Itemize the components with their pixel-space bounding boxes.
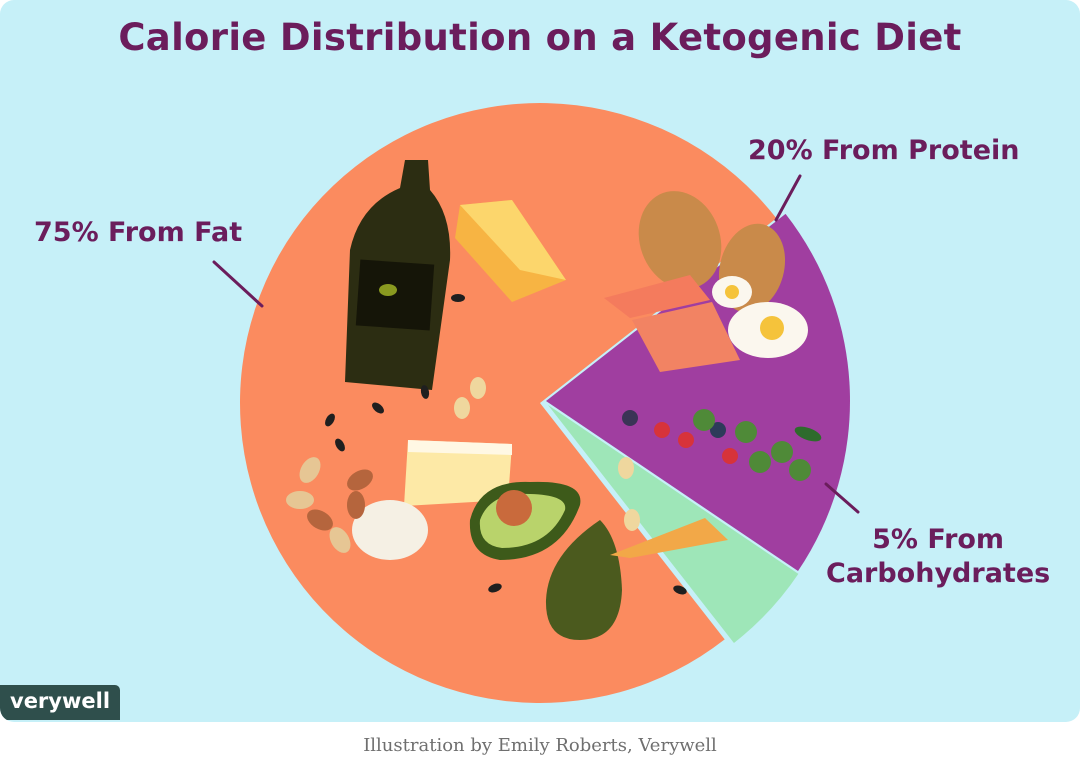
carbs-label-line-2: Carbohydrates [826,558,1051,589]
chart-title: Calorie Distribution on a Ketogenic Diet [118,16,962,59]
protein-leader-line [774,174,802,222]
cheddar-slice-icon [610,518,728,558]
sunflower-seed-icon [451,294,465,302]
berry-icon [710,422,726,438]
pistachio-icon [624,509,640,531]
sunflower-seed-icon [325,413,335,427]
fat-slice-label: 75% From Fat [34,217,243,248]
egg-yolk-icon [760,316,784,340]
sunflower-seed-icon [420,385,430,399]
sunflower-seed-icon [673,585,687,595]
olive-icon [379,284,397,296]
spinach-leaf-icon [794,426,822,442]
berry-icon [678,432,694,448]
egg-yolk-icon [725,285,739,299]
salmon-fillet-icon [604,275,710,318]
carbs-slice-label: 5% From Carbohydrates [826,523,1050,591]
protein-slice-label: 20% From Protein [748,135,1020,166]
nut-icon [299,457,321,483]
chicken-thigh-icon [638,191,722,289]
pistachio-icon [618,457,634,479]
pie-chart [212,103,860,704]
berry-icon [654,422,670,438]
carbs-label-line-1: 5% From [872,524,1005,555]
infographic-panel: Calorie Distribution on a Ketogenic Diet… [0,0,1080,722]
pistachio-icon [454,397,470,419]
berry-icon [622,410,638,426]
sunflower-seed-icon [372,402,384,414]
nut-icon [347,469,373,491]
pie-slice-carbohydrates [548,405,799,643]
berry-icon [722,448,738,464]
broccoli-icon [735,421,757,443]
broccoli-icon [693,409,715,431]
oil-label-icon [355,259,435,331]
illustration-credit: Illustration by Emily Roberts, Verywell [363,735,717,756]
nut-icon [329,527,351,553]
salmon-steak-icon [632,302,740,372]
sunflower-seed-icon [488,583,502,593]
nut-icon [286,491,314,509]
brie-rind-icon [408,440,512,455]
brie-cheese-icon [404,440,512,506]
broccoli-icon [749,451,771,473]
broccoli-icon [789,459,811,481]
carbs-leader-line [824,482,860,514]
sunflower-seed-icon [335,438,345,452]
cheese-top-icon [460,200,566,280]
broccoli-icon [771,441,793,463]
verywell-logo: verywell [0,685,121,720]
avocado-pit-icon [496,490,532,526]
whole-avocado-icon [545,520,622,640]
nut-icon [307,509,333,531]
fat-leader-line [212,260,264,308]
nut-icon [347,491,365,519]
pistachio-icon [470,377,486,399]
mozzarella-icon [352,500,428,560]
